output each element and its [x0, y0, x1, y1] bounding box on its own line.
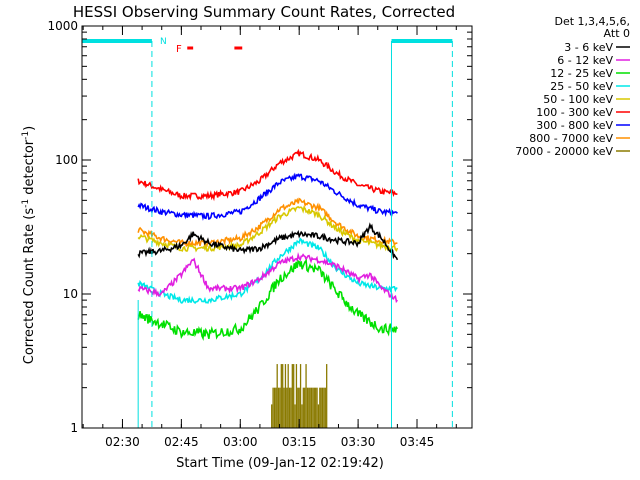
y-label-sup2: -1 [21, 131, 31, 140]
x-tick-label: 02:30 [105, 435, 140, 449]
legend-entry-label: 100 - 300 keV [536, 106, 613, 119]
legend-entry-label: 12 - 25 keV [550, 67, 613, 80]
legend-header-detectors: Det 1,3,4,5,6, [554, 15, 630, 28]
legend-entry-label: 800 - 7000 keV [529, 132, 613, 145]
x-tick-label: 03:45 [400, 435, 435, 449]
series-line [137, 172, 398, 221]
y-tick-label: 100 [55, 153, 78, 167]
legend-entry-label: 6 - 12 keV [557, 54, 613, 67]
x-tick-label: 03:00 [223, 435, 258, 449]
legend-entry-label: 25 - 50 keV [550, 80, 613, 93]
y-label-mid: detector [22, 139, 37, 199]
flare-label: F [176, 44, 182, 55]
series-line [137, 251, 399, 304]
plot-frame [81, 25, 473, 429]
legend-entry-label: 3 - 6 keV [564, 41, 613, 54]
legend-header-attenuator: Att 0 [604, 27, 630, 40]
y-label-main: Corrected Count Rate (s [22, 208, 37, 365]
x-tick-label: 03:15 [282, 435, 317, 449]
series-line [137, 258, 399, 341]
series-line [137, 148, 398, 202]
y-tick-label: 10 [63, 287, 78, 301]
y-label-end: ) [22, 126, 37, 131]
series-traces [137, 148, 399, 428]
y-tick-label: 1 [70, 421, 78, 435]
x-tick-label: 03:30 [341, 435, 376, 449]
night-label: N [160, 37, 167, 47]
x-axis-label: Start Time (09-Jan-12 02:19:42) [176, 456, 384, 471]
axes: 1 10 100 1000 02:30 02:45 03:00 03:15 03:30 03:45 [47, 19, 473, 449]
legend-entry-label: 300 - 800 keV [536, 119, 613, 132]
series-line [137, 222, 399, 261]
y-label-sup1: -1 [21, 199, 31, 208]
legend-entry-label: 7000 - 20000 keV [515, 145, 613, 158]
series-line [137, 197, 398, 248]
series-line [137, 205, 399, 253]
y-tick-label: 1000 [47, 19, 78, 33]
chart-title: HESSI Observing Summary Count Rates, Cor… [73, 3, 455, 21]
y-axis-label: Corrected Count Rate (s-1 detector-1) [21, 126, 37, 364]
orbit-overlays: N F [82, 37, 453, 428]
legend-entry-label: 50 - 100 keV [543, 93, 613, 106]
x-tick-label: 02:45 [164, 435, 199, 449]
